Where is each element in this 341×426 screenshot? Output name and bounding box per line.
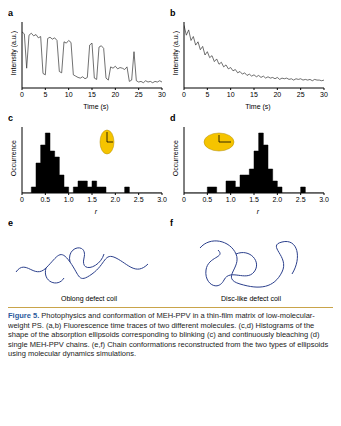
html-text:Time (s): Time (s)	[83, 103, 109, 110]
svg-text:0: 0	[20, 91, 24, 98]
html-text:Time (s): Time (s)	[245, 103, 271, 110]
svg-text:0.5: 0.5	[40, 196, 50, 203]
svg-text:10: 10	[65, 91, 73, 98]
html-text:r: r	[256, 208, 260, 215]
html-text:Oblong defect coil: Oblong defect coil	[61, 295, 117, 302]
svg-text:0: 0	[182, 196, 186, 203]
svg-text:20: 20	[273, 91, 281, 98]
svg-text:20: 20	[111, 91, 119, 98]
html-text:d: d	[170, 113, 176, 123]
svg-text:30: 30	[158, 91, 166, 98]
svg-text:1.0: 1.0	[64, 196, 74, 203]
html-text:Intensity (a.u.): Intensity (a.u.)	[9, 30, 17, 76]
svg-text:3.0: 3.0	[157, 196, 167, 203]
html-text:f: f	[170, 218, 173, 228]
svg-text:25: 25	[297, 91, 305, 98]
svg-text:0: 0	[20, 196, 24, 203]
html-text:Disc-like defect coil: Disc-like defect coil	[221, 295, 281, 302]
html-text:Intensity (a.u.): Intensity (a.u.)	[171, 30, 179, 76]
svg-text:10: 10	[227, 91, 235, 98]
svg-text:30: 30	[320, 91, 328, 98]
svg-text:2.5: 2.5	[296, 196, 306, 203]
html-text:b: b	[170, 8, 176, 18]
svg-text:1.5: 1.5	[249, 196, 259, 203]
svg-text:3.0: 3.0	[319, 196, 329, 203]
svg-text:1.0: 1.0	[226, 196, 236, 203]
svg-text:5: 5	[43, 91, 47, 98]
svg-text:0: 0	[182, 91, 186, 98]
svg-text:2.0: 2.0	[272, 196, 282, 203]
svg-text:25: 25	[135, 91, 143, 98]
svg-text:0.5: 0.5	[202, 196, 212, 203]
svg-text:2.0: 2.0	[110, 196, 120, 203]
html-text:a: a	[8, 8, 13, 18]
html-text:c: c	[8, 113, 13, 123]
svg-text:5: 5	[205, 91, 209, 98]
html-text:Figure 5. Photophysics and con: Figure 5. Photophysics and conformation …	[8, 311, 329, 358]
html-text:Occurrence: Occurrence	[171, 139, 179, 177]
svg-text:1.5: 1.5	[87, 196, 97, 203]
html-text:r: r	[94, 208, 98, 215]
svg-text:15: 15	[250, 91, 258, 98]
html-text:e: e	[8, 218, 13, 228]
svg-text:15: 15	[88, 91, 96, 98]
svg-text:2.5: 2.5	[134, 196, 144, 203]
html-text:Occurrence: Occurrence	[9, 139, 17, 177]
